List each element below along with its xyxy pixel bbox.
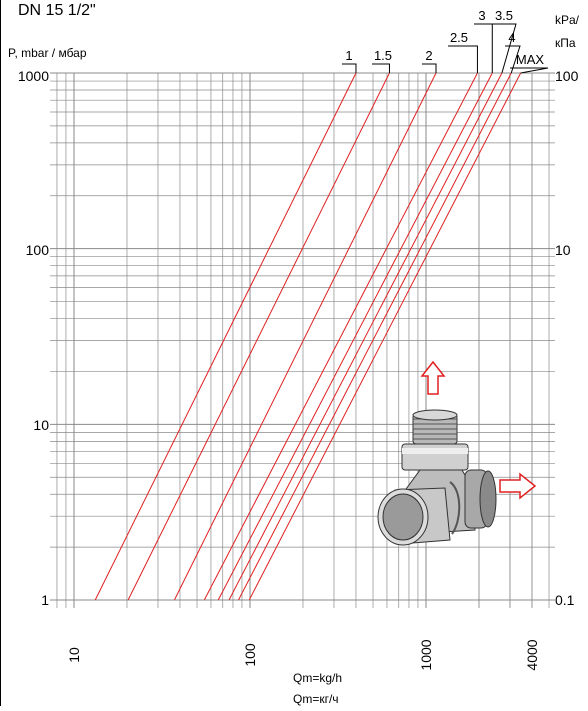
- y-tick-label-right: 10: [555, 242, 571, 258]
- series-line-3: [173, 72, 437, 601]
- valve-illustration: [377, 360, 537, 546]
- series-lines: [94, 72, 522, 601]
- series-line-7: [238, 72, 512, 601]
- series-label-7: 4: [508, 30, 515, 45]
- x-tick-label: 10: [66, 647, 82, 663]
- series-label-leader: [510, 67, 549, 74]
- up-arrow-icon: [420, 360, 446, 395]
- series-label-3: 2: [425, 48, 432, 63]
- y-tick-label: 1000: [18, 68, 49, 84]
- series-label-2: 1.5: [374, 48, 392, 63]
- series-label-leader: [505, 45, 521, 74]
- series-label-leader: [492, 23, 517, 74]
- series-line-5: [217, 72, 493, 601]
- y-tick-label-right: 0.1: [555, 592, 575, 608]
- y-axis-label-right-2: кПа: [555, 36, 576, 50]
- tick-labels: 1 10 100 1000 0.1 10 100 10 100 1000 4000: [18, 68, 579, 671]
- y-tick-label: 10: [33, 417, 49, 433]
- series-label-leader: [474, 23, 493, 73]
- y-tick-label: 100: [26, 242, 50, 258]
- series-label-leader: [422, 63, 437, 73]
- series-label-leader: [448, 45, 478, 73]
- series-label-1: 1: [345, 48, 352, 63]
- x-tick-label: 100: [242, 643, 258, 667]
- x-axis-label-2: Qm=кг/ч: [293, 692, 339, 706]
- x-tick-label: 4000: [524, 639, 540, 670]
- y-axis-label-right-1: kPa/: [555, 13, 580, 27]
- y-axis-label: P, mbar / мбар: [8, 46, 87, 60]
- series-label-leader: [372, 63, 390, 73]
- series-line-8: [248, 72, 522, 601]
- series-line-2: [127, 72, 390, 601]
- series-line-4: [203, 72, 478, 601]
- series-line-1: [94, 72, 357, 601]
- y-tick-label-right: 100: [555, 68, 579, 84]
- series-label-4: 2.5: [450, 30, 468, 45]
- series-label-5: 3: [478, 8, 485, 23]
- chart-title: DN 15 1/2": [18, 2, 96, 19]
- series-line-6: [228, 72, 503, 601]
- x-tick-label: 1000: [418, 639, 434, 670]
- y-tick-label: 1: [41, 592, 49, 608]
- series-label-8: MAX: [516, 52, 545, 67]
- series-label-6: 3.5: [495, 8, 513, 23]
- right-arrow-icon: [499, 472, 537, 500]
- x-axis-label-1: Qm=kg/h: [293, 671, 342, 685]
- series-label-leader: [342, 63, 357, 74]
